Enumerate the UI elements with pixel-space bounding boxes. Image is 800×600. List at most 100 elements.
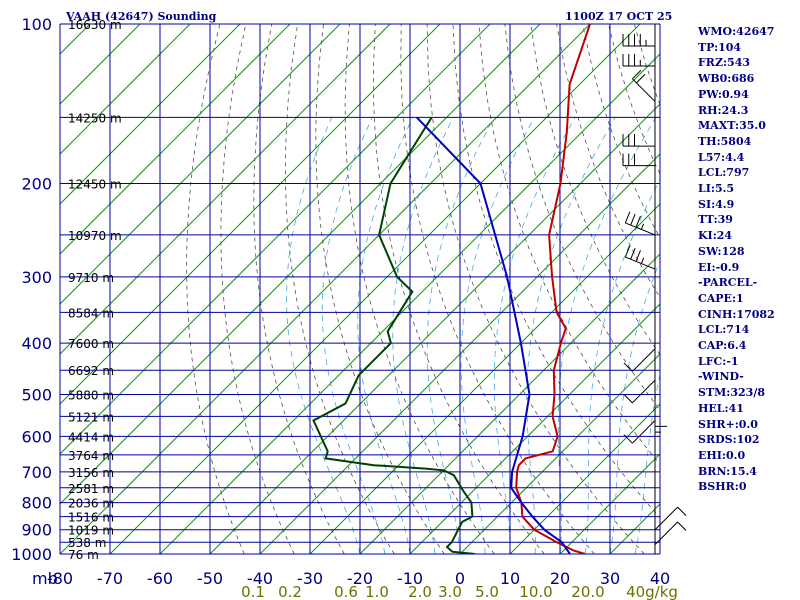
index-item: BSHR:0 <box>698 480 747 494</box>
height-label: 14250 m <box>68 111 122 125</box>
pressure-unit-label: mb <box>32 569 58 588</box>
moist-adiabat <box>460 117 535 554</box>
index-item: WMO:42647 <box>698 25 775 38</box>
pressure-tick-label: 1000 <box>11 545 52 564</box>
temperature-tick-label: -80 <box>47 569 73 588</box>
wind-barb <box>622 33 655 47</box>
height-label: 5121 m <box>68 410 114 424</box>
wind-barb-staff <box>632 420 656 444</box>
temperature-line <box>515 24 591 554</box>
isotherm <box>559 453 660 554</box>
temperature-tick-label: -50 <box>197 569 223 588</box>
index-item: L57:4.4 <box>698 150 745 164</box>
wind-barb <box>624 245 656 270</box>
isotherm <box>159 53 660 554</box>
isotherm <box>509 403 660 554</box>
index-item: -WIND- <box>698 370 744 384</box>
height-label: 1019 m <box>68 524 114 538</box>
wind-barbs <box>622 24 687 554</box>
temperature-tick-label: -70 <box>97 569 123 588</box>
index-item: CAP:6.4 <box>698 339 747 353</box>
dewpoint-line <box>312 116 476 554</box>
dry-adiabat <box>373 24 545 554</box>
index-item: LFC:-1 <box>698 354 739 368</box>
wind-barb-flag <box>624 211 631 224</box>
isotherm <box>60 24 241 205</box>
wind-barb <box>624 211 656 236</box>
grid-lines <box>59 23 661 555</box>
height-label: 4414 m <box>68 430 114 444</box>
mixing-ratio-label: 10.0 <box>519 583 552 600</box>
pressure-tick-label: 300 <box>21 268 52 287</box>
wind-barb <box>623 420 656 444</box>
temperature-tick-label: 40 <box>650 569 670 588</box>
height-label: 5880 m <box>68 388 114 402</box>
moist-adiabat <box>321 117 386 554</box>
wind-barb-staff <box>632 379 656 404</box>
index-item: SI:4.9 <box>698 197 735 211</box>
wind-barb-staff <box>632 78 656 102</box>
index-item: TP:104 <box>698 40 742 54</box>
index-item: SRDS:102 <box>698 433 760 447</box>
height-label: 3764 m <box>68 449 114 463</box>
wind-barb <box>622 53 655 67</box>
isotherm <box>459 353 660 554</box>
wind-barb-staff <box>632 348 656 372</box>
height-label: 7600 m <box>68 337 114 351</box>
height-label: 2036 m <box>68 497 114 511</box>
chart-title: VAAH (42647) Sounding <box>66 10 217 23</box>
index-item: CAPE:1 <box>698 291 744 305</box>
temperature-tick-label: -60 <box>147 569 173 588</box>
isotherm <box>60 24 591 554</box>
dry-adiabat <box>186 24 245 554</box>
wind-barb-staff <box>625 222 656 236</box>
wind-barb <box>622 134 655 147</box>
wind-barb-flag <box>677 521 687 531</box>
mixing-ratio-label: 0.1 <box>241 583 265 600</box>
wind-barb-flag <box>636 74 646 84</box>
index-item: WB0:686 <box>698 72 755 86</box>
wind-barb <box>632 69 656 102</box>
wind-barb-flag <box>630 247 636 260</box>
isotherm <box>60 24 191 155</box>
dry-adiabat <box>344 24 495 554</box>
temperature-tick-label: -30 <box>297 569 323 588</box>
isotherm <box>60 24 291 255</box>
wind-barb-flag <box>623 394 633 404</box>
height-label: 76 m <box>68 548 99 562</box>
moist-adiabat <box>526 117 616 554</box>
moist-adiabat <box>634 372 660 554</box>
isotherm <box>60 24 341 305</box>
temperature-tick-label: -20 <box>347 569 373 588</box>
sounding-indices-list: WMO:42647 TP:104 FRZ:543 WB0:686 PW:0.94 RH:2… <box>698 24 775 495</box>
height-label: 2581 m <box>68 482 114 496</box>
temperature-tick-label: -40 <box>247 569 273 588</box>
index-item: EHI:0.0 <box>698 448 746 462</box>
index-item: FRZ:543 <box>698 56 751 70</box>
index-item: HEL:41 <box>698 401 744 415</box>
wind-barb <box>654 506 687 531</box>
wind-barb-flag <box>632 69 642 80</box>
wind-barb <box>623 348 656 372</box>
moist-adiabat <box>426 117 495 554</box>
dry-adiabat <box>400 24 595 554</box>
pressure-tick-label: 200 <box>21 175 52 194</box>
index-item: LI:5.5 <box>698 182 735 196</box>
mixing-ratio-label: 20.0 <box>571 583 604 600</box>
wind-barb-flag <box>677 506 687 516</box>
height-label: 6692 m <box>68 364 114 378</box>
index-item: MAXT:35.0 <box>698 119 766 133</box>
isotherm <box>60 24 491 455</box>
index-item: PW:0.94 <box>698 87 749 101</box>
index-item: TH:5804 <box>698 134 752 148</box>
wind-barb-half-flag <box>640 257 645 264</box>
moist-adiabat <box>609 260 660 554</box>
index-item: TT:39 <box>698 213 733 227</box>
isotherm <box>309 203 660 554</box>
isotherm <box>60 24 541 505</box>
index-item: CINH:17082 <box>698 307 775 321</box>
mixing-ratio-label: 3.0 <box>438 583 462 600</box>
isotherms <box>60 24 660 554</box>
